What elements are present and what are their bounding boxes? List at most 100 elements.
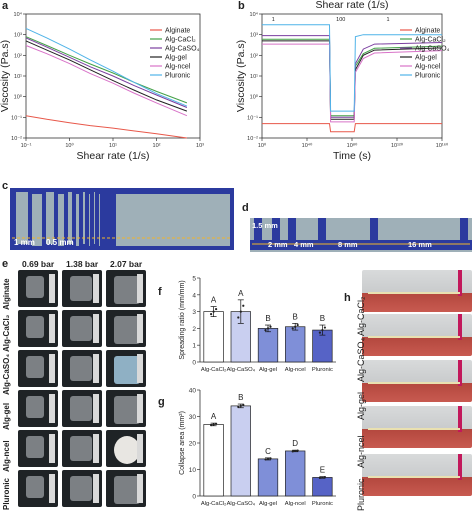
y-tick-label: 10 bbox=[189, 467, 197, 474]
top-tick-label: 100 bbox=[336, 17, 345, 23]
dim-16mm: 16 mm bbox=[408, 240, 432, 249]
data-point bbox=[215, 307, 218, 311]
ruler-strip bbox=[93, 394, 99, 423]
legend-label: Alginate bbox=[415, 28, 440, 35]
filament bbox=[368, 428, 460, 430]
data-point bbox=[318, 331, 321, 334]
data-point bbox=[210, 313, 213, 316]
printed-sample bbox=[114, 356, 140, 384]
panel-d: d 1.5 mm 2 mm 4 mm 8 mm 16 mm bbox=[242, 196, 474, 256]
e-row-alg-caso4: Alg-CaSO₄ bbox=[2, 353, 11, 395]
ruler-strip bbox=[93, 434, 99, 463]
legend-label: Pluronic bbox=[165, 73, 191, 80]
data-point bbox=[239, 310, 242, 313]
nozzle bbox=[458, 454, 462, 480]
panel-a: a 10⁻² 10⁻¹ 10⁰ 10¹ 10² 10³ 10⁴ 10⁻¹ 10⁰ 10¹ 10² 10… bbox=[0, 0, 232, 172]
ruler-strip bbox=[137, 314, 143, 343]
data-point bbox=[242, 403, 245, 407]
data-point bbox=[210, 424, 213, 427]
h-row-alg-caso4: Alg-CaSO₄ bbox=[356, 337, 366, 382]
h-row-alg-gel: Alg-gel bbox=[356, 391, 366, 420]
panel-f: f 0 1 2 3 4 5 Spreading ratio (mm/mm) A Alg-CaCl… bbox=[156, 258, 342, 376]
y-tick-label: 5 bbox=[192, 276, 196, 283]
y-tick-label: 10⁻¹ bbox=[11, 115, 22, 121]
series-line-2 bbox=[25, 37, 188, 108]
h-row-alg-cacl2: Alg-CaCl₂ bbox=[356, 296, 366, 336]
y-axis-label: Viscosity (Pa.s) bbox=[236, 40, 247, 112]
dim-2mm: 2 mm bbox=[268, 240, 288, 249]
mesh-frame bbox=[10, 188, 234, 250]
dim-15mm: 1.5 mm bbox=[252, 221, 278, 230]
bar-2 bbox=[257, 458, 279, 497]
dim-8mm: 8 mm bbox=[338, 240, 358, 249]
y-tick-label: 10⁰ bbox=[250, 94, 259, 101]
significance-letter: D bbox=[292, 439, 298, 448]
legend-label: Pluronic bbox=[415, 73, 441, 80]
filament bbox=[368, 382, 460, 384]
ruler-strip bbox=[93, 474, 99, 503]
panel-f-label: f bbox=[158, 286, 162, 298]
y-tick-label: 0 bbox=[192, 360, 196, 367]
panel-d-label: d bbox=[242, 202, 249, 214]
printed-sample bbox=[114, 276, 140, 304]
series-line-5 bbox=[25, 27, 188, 107]
series-line-0 bbox=[262, 123, 442, 133]
data-point bbox=[242, 304, 245, 307]
y-tick-label: 0 bbox=[192, 494, 196, 501]
category-label: Alg-CaSO₄ bbox=[227, 367, 256, 373]
panel-b-label: b bbox=[238, 0, 245, 12]
extrusion-photo bbox=[106, 270, 146, 307]
printed-sample bbox=[70, 316, 92, 341]
collapse-photo bbox=[362, 270, 472, 312]
extrusion-photo bbox=[18, 310, 58, 347]
ruler-strip bbox=[93, 274, 99, 303]
category-label: Pluronic bbox=[312, 367, 333, 373]
data-point bbox=[239, 404, 242, 407]
filament bbox=[368, 476, 460, 478]
y-tick-label: 10¹ bbox=[14, 74, 22, 80]
x-tick-label: 10¹ bbox=[109, 143, 117, 149]
series-line-5 bbox=[262, 24, 442, 112]
legend-label: Alg-ncel bbox=[415, 64, 441, 71]
x-tick-label: 10⁸⁰ bbox=[347, 142, 358, 149]
significance-letter: B bbox=[238, 393, 243, 402]
printed-sample bbox=[70, 396, 92, 421]
series-line-3 bbox=[25, 40, 188, 112]
data-point bbox=[296, 323, 299, 327]
y-tick-label: 30 bbox=[189, 414, 197, 421]
printed-sample bbox=[114, 476, 140, 504]
data-point bbox=[266, 327, 270, 330]
x-tick-label: 10² bbox=[153, 143, 161, 149]
data-point bbox=[212, 310, 215, 313]
pillar-spacing-diagram bbox=[250, 218, 472, 252]
significance-letter: A bbox=[211, 412, 217, 421]
panel-a-label: a bbox=[2, 0, 9, 12]
nozzle bbox=[458, 270, 462, 296]
panel-g-label: g bbox=[158, 396, 165, 408]
y-tick-label: 10⁴ bbox=[14, 11, 23, 18]
ruler-strip bbox=[49, 474, 55, 503]
e-row-pluronic: Pluronic bbox=[2, 477, 11, 510]
collapse-area-chart: 0 10 20 30 40 Collapse area (mm²) A Alg-CaCl₂ B A… bbox=[179, 388, 336, 507]
panel-e-label: e bbox=[2, 258, 9, 270]
significance-letter: A bbox=[211, 296, 217, 305]
category-label: Alg-CaCl₂ bbox=[201, 367, 226, 373]
data-point bbox=[237, 405, 240, 408]
extrusion-photo bbox=[18, 470, 58, 507]
category-label: Alg-ncel bbox=[285, 367, 306, 373]
collapse-photo bbox=[362, 314, 472, 356]
printed-sample bbox=[26, 356, 44, 378]
x-tick-label: 10⁰ bbox=[258, 142, 267, 149]
y-tick-label: 10² bbox=[14, 53, 22, 59]
nozzle bbox=[458, 406, 462, 432]
data-point bbox=[323, 475, 326, 479]
pressure-207: 2.07 bar bbox=[110, 259, 143, 269]
data-point bbox=[291, 450, 294, 453]
y-axis-label: Viscosity (Pa.s) bbox=[0, 40, 11, 112]
ruler-strip bbox=[49, 434, 55, 463]
category-label: Alg-gel bbox=[259, 501, 277, 507]
panel-b: b 10⁻² 10⁻¹ 10⁰ 10¹ 10² 10³ 10⁴ 10⁰ 10⁴⁰ 10⁸⁰ 10¹²… bbox=[235, 0, 474, 172]
e-row-alg-gel: Alg-gel bbox=[2, 402, 11, 430]
printed-sample bbox=[26, 316, 44, 338]
extrusion-photo bbox=[62, 350, 102, 387]
